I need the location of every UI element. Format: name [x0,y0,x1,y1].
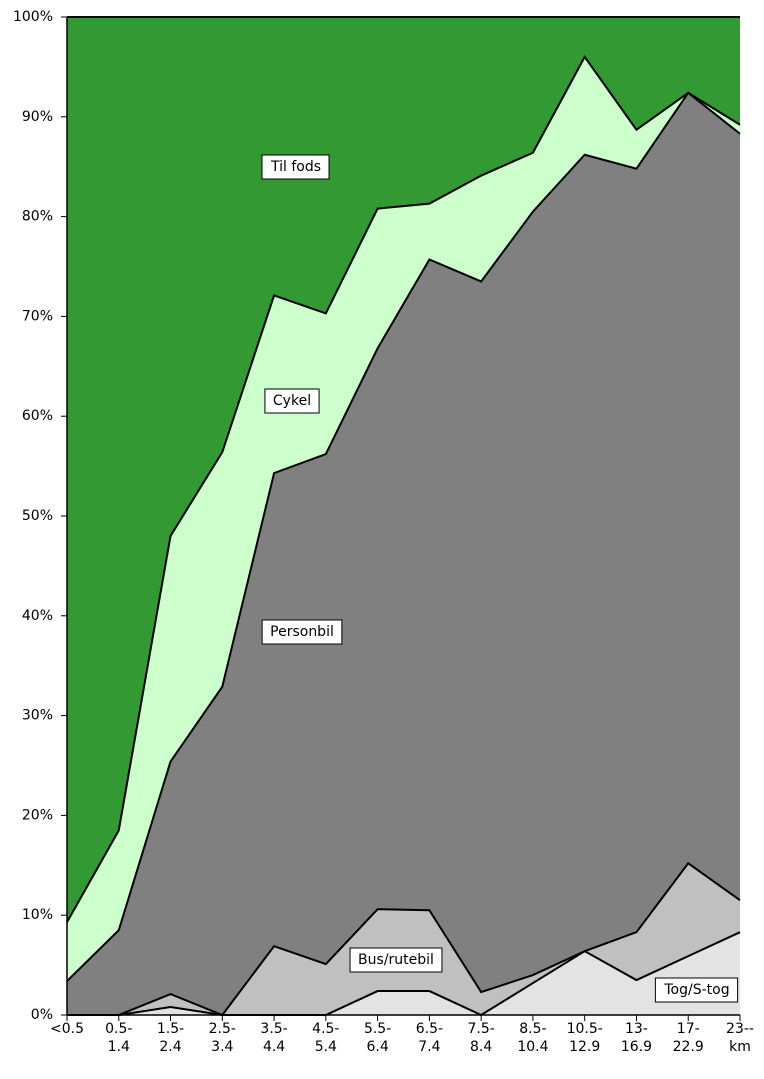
y-tick-label: 10% [22,907,53,923]
series-name: Cykel [273,393,311,409]
series-label: Personbil [261,619,343,645]
x-tick-label: 22.9 [673,1039,704,1055]
x-tick-label: 1.4 [108,1039,130,1055]
x-tick-label: 10.4 [517,1039,548,1055]
label-box [264,388,320,414]
area [67,932,740,1015]
x-tick-label: 12.9 [569,1039,600,1055]
series-label: Til fods [261,154,330,180]
x-tick-label: 4.5- [312,1021,339,1037]
x-tick-label: 1.5- [157,1021,184,1037]
series-label: Tog/S-tog [654,977,739,1003]
x-tick-label: 2.5- [209,1021,236,1037]
x-tick-label: 8.5- [519,1021,546,1037]
y-tick-label: 60% [22,408,53,424]
series-name: Personbil [270,624,334,640]
x-tick-label: 23-- [726,1021,754,1037]
label-box [261,619,343,645]
x-tick-label: <0.5 [50,1021,84,1037]
series-name: Bus/rutebil [358,952,434,968]
area [67,863,740,1015]
y-tick-label: 40% [22,608,53,624]
series-edge [66,55,741,923]
y-tick-label: 50% [22,508,53,524]
series-edge [67,861,741,1017]
x-tick-label: 13- [625,1021,648,1037]
x-tick-label: 6.4 [366,1039,388,1055]
y-tick-label: 80% [22,209,53,225]
x-tick-label: 4.4 [263,1039,285,1055]
x-tick-label: 5.4 [315,1039,337,1055]
series-edge [66,91,741,982]
area [67,17,740,923]
x-tick-label: 3.5- [260,1021,287,1037]
series-label: Bus/rutebil [349,947,443,973]
x-tick-label: km [729,1039,751,1055]
x-tick-label: 7.4 [418,1039,440,1055]
x-tick-label: 0.5- [105,1021,132,1037]
series-edge [67,931,741,1017]
x-tick-label: 10.5- [567,1021,603,1037]
y-tick-label: 0% [31,1007,53,1023]
series-name: Tog/S-tog [663,982,729,998]
y-tick-label: 70% [22,308,53,324]
x-tick-label: 2.4 [159,1039,181,1055]
y-tick-label: 30% [22,708,53,724]
area [67,92,740,1015]
y-tick-label: 90% [22,109,53,125]
area [67,56,740,982]
x-tick-label: 7.5- [467,1021,494,1037]
x-tick-label: 5.5- [364,1021,391,1037]
y-tick-label: 20% [22,807,53,823]
series-label: Cykel [264,388,320,414]
x-tick-label: 17- [677,1021,700,1037]
x-tick-label: 16.9 [621,1039,652,1055]
y-tick-label: 100% [13,9,53,25]
label-box [261,154,330,180]
label-box [349,947,443,973]
series-name: Til fods [270,159,321,175]
x-tick-label: 8.4 [470,1039,492,1055]
label-box [654,977,739,1003]
x-tick-label: 6.5- [416,1021,443,1037]
x-tick-label: 3.4 [211,1039,233,1055]
